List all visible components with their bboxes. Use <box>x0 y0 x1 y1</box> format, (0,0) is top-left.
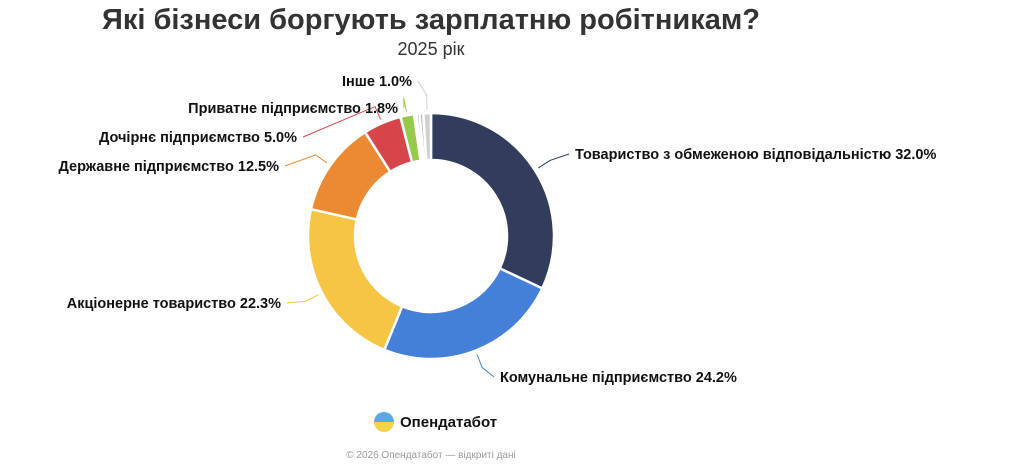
brand-name: Опендатабот <box>400 413 498 431</box>
leader-line <box>302 105 382 138</box>
slice-label: Приватне підприємство 1.8% <box>188 101 398 117</box>
chart-title: Які бізнеси боргують зарплатню робітника… <box>101 4 761 36</box>
slice <box>306 207 404 352</box>
opendatabot-logo-icon <box>374 412 394 432</box>
brand: Опендатабот <box>374 412 497 432</box>
leader-line <box>537 153 570 169</box>
slice-label: Дочірнє підприємство 5.0% <box>99 130 297 146</box>
slice <box>383 267 544 361</box>
slice <box>429 111 556 290</box>
leader-line <box>476 354 495 378</box>
footer: © 2026 Опендатабот — відкриті дані <box>346 450 516 461</box>
slice-label: Акціонерне товариство 22.3% <box>67 296 281 312</box>
leader-line <box>403 97 407 112</box>
leader-line <box>284 154 328 167</box>
leader-line <box>417 80 428 110</box>
slice-label: Комунальне підприємство 24.2% <box>500 370 737 386</box>
leader-line <box>286 294 319 304</box>
slice <box>422 111 433 162</box>
slice-label: Інше 1.0% <box>342 74 412 90</box>
slice-label: Державне підприємство 12.5% <box>59 159 280 175</box>
slice-label: Товариство з обмеженою відповідальністю … <box>575 147 936 163</box>
chart-subtitle: 2025 рік <box>397 39 465 59</box>
